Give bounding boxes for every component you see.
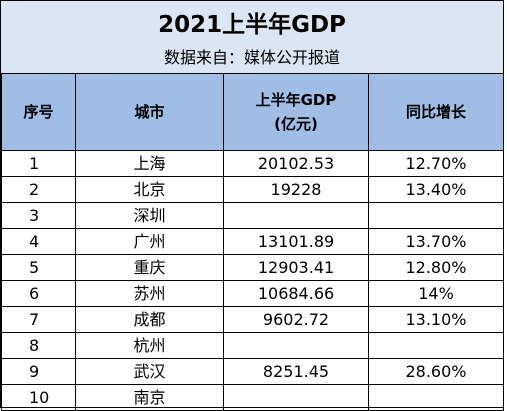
cell-gdp: 19228 [223, 176, 369, 203]
cell-growth: 13.70% [368, 228, 504, 255]
table-row: 5 重庆 12903.41 12.80% [1, 254, 504, 281]
title-block: 2021上半年GDP 数据来自：媒体公开报道 [1, 1, 503, 74]
cell-growth: 13.40% [368, 176, 504, 203]
gdp-table: 序号 城市 上半年GDP (亿元) 同比增长 1 上海 20102.53 12.70%… [1, 73, 504, 411]
table-row: 2 北京 19228 13.40% [1, 176, 504, 203]
cell-city: 武汉 [75, 358, 224, 385]
cell-gdp: 20102.53 [223, 150, 369, 177]
cell-index: 7 [1, 306, 76, 333]
cell-gdp [223, 384, 369, 411]
cell-index: 1 [1, 150, 76, 177]
cell-growth [368, 332, 504, 359]
table-body: 1 上海 20102.53 12.70% 2 北京 19228 13.40% 3 深圳 4 广州 131… [1, 150, 504, 411]
cell-growth: 28.60% [368, 358, 504, 385]
cell-gdp: 8251.45 [223, 358, 369, 385]
header-city: 城市 [75, 73, 224, 151]
cell-index: 2 [1, 176, 76, 203]
cell-index: 8 [1, 332, 76, 359]
cell-gdp: 13101.89 [223, 228, 369, 255]
cell-gdp: 12903.41 [223, 254, 369, 281]
cell-gdp [223, 202, 369, 229]
cell-index: 9 [1, 358, 76, 385]
cell-index: 6 [1, 280, 76, 307]
cell-growth: 12.80% [368, 254, 504, 281]
cell-index: 5 [1, 254, 76, 281]
table-row: 3 深圳 [1, 202, 504, 229]
cell-city: 深圳 [75, 202, 224, 229]
cell-gdp: 9602.72 [223, 306, 369, 333]
table-row: 1 上海 20102.53 12.70% [1, 150, 504, 177]
cell-growth [368, 202, 504, 229]
table-row: 8 杭州 [1, 332, 504, 359]
cell-city: 杭州 [75, 332, 224, 359]
cell-city: 广州 [75, 228, 224, 255]
cell-city: 上海 [75, 150, 224, 177]
sheet-subtitle: 数据来自：媒体公开报道 [163, 48, 340, 67]
cell-index: 10 [1, 384, 76, 411]
header-growth: 同比增长 [368, 73, 504, 151]
table-row: 6 苏州 10684.66 14% [1, 280, 504, 307]
table-row: 10 南京 [1, 384, 504, 411]
header-gdp: 上半年GDP (亿元) [223, 73, 369, 151]
table-row: 9 武汉 8251.45 28.60% [1, 358, 504, 385]
cell-index: 4 [1, 228, 76, 255]
cell-gdp: 10684.66 [223, 280, 369, 307]
header-index: 序号 [1, 73, 76, 151]
table-row: 4 广州 13101.89 13.70% [1, 228, 504, 255]
cell-growth [368, 384, 504, 411]
cell-gdp [223, 332, 369, 359]
cell-city: 重庆 [75, 254, 224, 281]
cell-growth: 13.10% [368, 306, 504, 333]
cell-city: 苏州 [75, 280, 224, 307]
cell-city: 北京 [75, 176, 224, 203]
cell-growth: 12.70% [368, 150, 504, 177]
cell-city: 成都 [75, 306, 224, 333]
cell-index: 3 [1, 202, 76, 229]
cell-growth: 14% [368, 280, 504, 307]
table-row: 7 成都 9602.72 13.10% [1, 306, 504, 333]
sheet-title: 2021上半年GDP [158, 12, 346, 38]
table-header-row: 序号 城市 上半年GDP (亿元) 同比增长 [1, 73, 504, 151]
cell-city: 南京 [75, 384, 224, 411]
